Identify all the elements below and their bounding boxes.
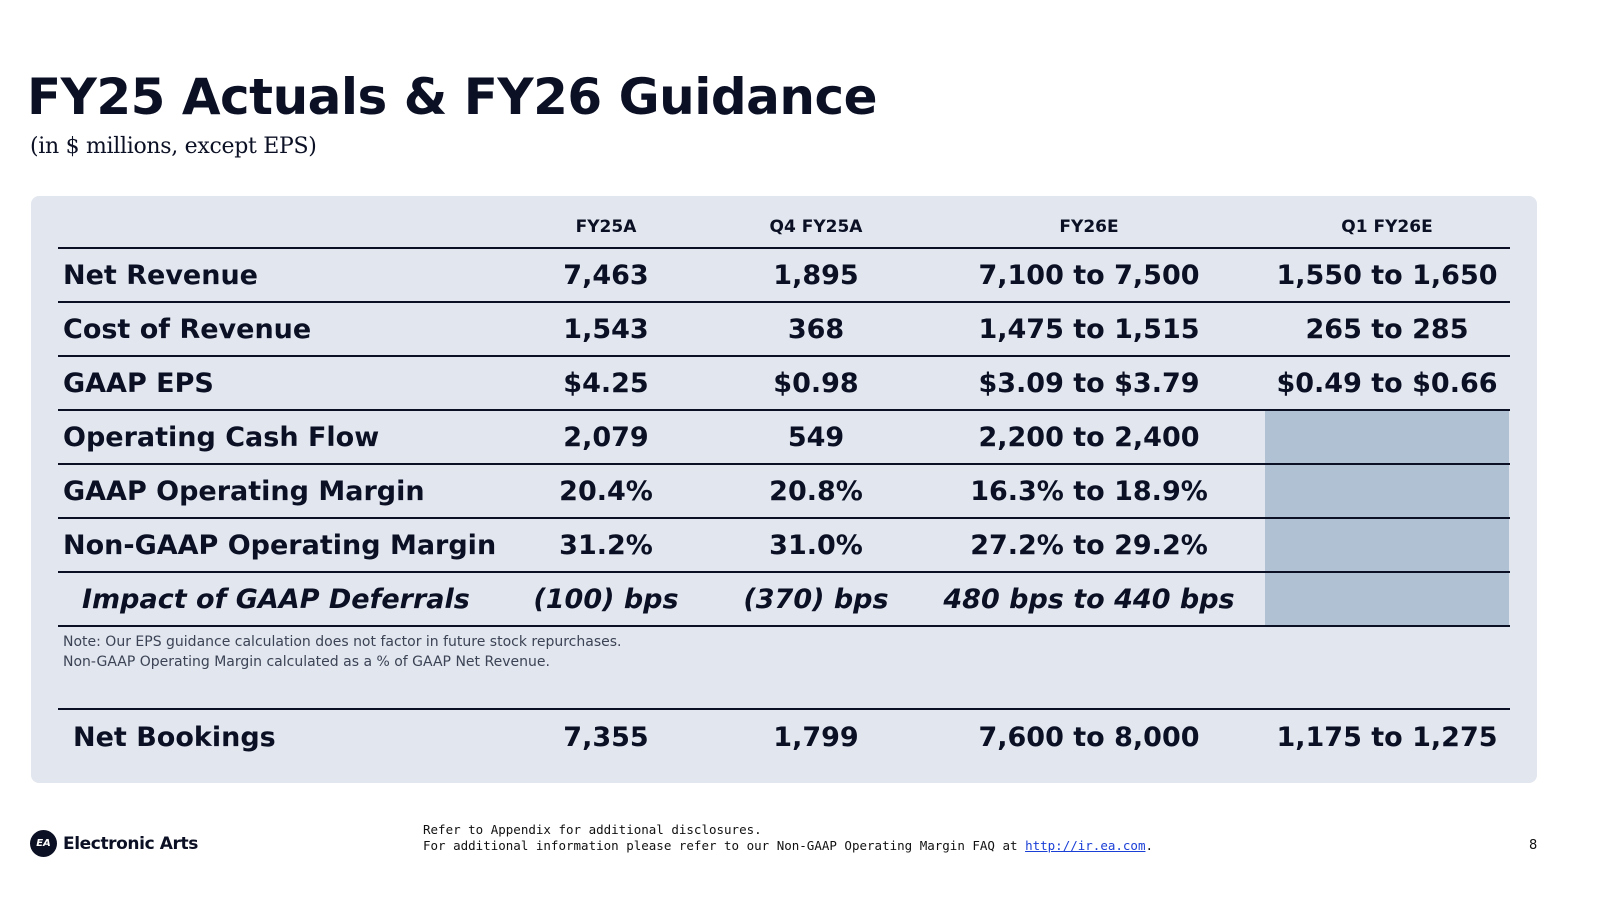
table-cell: 16.3% to 18.9% (970, 475, 1208, 507)
row-label: Net Revenue (63, 259, 258, 291)
table-row-impact-of-gaap-deferrals: Impact of GAAP Deferrals (100) bps (370)… (58, 573, 1510, 627)
column-header-fy25a: FY25A (575, 217, 637, 237)
column-header-q4-fy25a: Q4 FY25A (769, 217, 863, 237)
table-row-gaap-operating-margin: GAAP Operating Margin 20.4% 20.8% 16.3% … (58, 465, 1510, 519)
shaded-empty-cell (1265, 519, 1509, 571)
footer-text: For additional information please refer … (423, 838, 1026, 853)
table-row-non-gaap-operating-margin: Non-GAAP Operating Margin 31.2% 31.0% 27… (58, 519, 1510, 573)
table-cell: 1,550 to 1,650 (1276, 259, 1498, 291)
table-cell: 1,175 to 1,275 (1276, 721, 1498, 753)
guidance-table: FY25A Q4 FY25A FY26E Q1 FY26E Net Revenu… (58, 206, 1510, 627)
table-cell: $0.98 (773, 367, 859, 399)
row-label: GAAP EPS (63, 367, 214, 399)
net-bookings-row: Net Bookings 7,355 1,799 7,600 to 8,000 … (58, 708, 1510, 764)
row-label: Non-GAAP Operating Margin (63, 529, 497, 561)
row-label: Impact of GAAP Deferrals (82, 583, 470, 615)
table-cell: $0.49 to $0.66 (1276, 367, 1498, 399)
shaded-empty-cell (1265, 411, 1509, 463)
table-notes: Note: Our EPS guidance calculation does … (63, 632, 621, 672)
page-title: FY25 Actuals & FY26 Guidance (27, 68, 878, 126)
table-cell: 7,463 (563, 259, 649, 291)
page-subtitle: (in $ millions, except EPS) (30, 134, 317, 159)
shaded-empty-cell (1265, 573, 1509, 625)
row-label: Net Bookings (73, 721, 276, 753)
footer-text: . (1145, 838, 1154, 853)
table-cell: 20.4% (559, 475, 653, 507)
table-cell: $4.25 (563, 367, 649, 399)
table-cell: (370) bps (743, 583, 889, 615)
row-label: Operating Cash Flow (63, 421, 380, 453)
table-cell: 31.2% (559, 529, 653, 561)
investor-relations-link[interactable]: http://ir.ea.com (1025, 838, 1146, 853)
note-line: Non-GAAP Operating Margin calculated as … (63, 654, 550, 670)
table-cell: 7,600 to 8,000 (978, 721, 1200, 753)
row-label: GAAP Operating Margin (63, 475, 425, 507)
table-cell: 7,100 to 7,500 (978, 259, 1200, 291)
logo-text: Electronic Arts (63, 833, 198, 854)
table-cell: 368 (787, 313, 845, 345)
table-cell: 1,799 (773, 721, 859, 753)
electronic-arts-logo: EA Electronic Arts (30, 830, 198, 857)
row-label: Cost of Revenue (63, 313, 312, 345)
table-cell: 1,895 (773, 259, 859, 291)
note-line: Note: Our EPS guidance calculation does … (63, 634, 622, 650)
table-row-cost-of-revenue: Cost of Revenue 1,543 368 1,475 to 1,515… (58, 303, 1510, 357)
table-cell: 27.2% to 29.2% (970, 529, 1208, 561)
footer-disclosures: Refer to Appendix for additional disclos… (423, 822, 1153, 854)
table-cell: 2,079 (563, 421, 649, 453)
table-cell: (100) bps (533, 583, 679, 615)
table-row-gaap-eps: GAAP EPS $4.25 $0.98 $3.09 to $3.79 $0.4… (58, 357, 1510, 411)
table-cell: 2,200 to 2,400 (978, 421, 1200, 453)
page-number: 8 (1529, 838, 1538, 853)
footer-line: For additional information please refer … (423, 838, 1153, 854)
footer-line: Refer to Appendix for additional disclos… (423, 822, 762, 837)
table-cell: 1,475 to 1,515 (978, 313, 1200, 345)
column-header-fy26e: FY26E (1059, 217, 1119, 237)
table-cell: 7,355 (563, 721, 649, 753)
ea-logo-icon: EA (30, 830, 57, 857)
column-header-q1-fy26e: Q1 FY26E (1341, 217, 1433, 237)
table-cell: 549 (787, 421, 845, 453)
shaded-empty-cell (1265, 465, 1509, 517)
table-cell: 1,543 (563, 313, 649, 345)
table-cell: 20.8% (769, 475, 863, 507)
table-cell: 265 to 285 (1305, 313, 1469, 345)
table-cell: 31.0% (769, 529, 863, 561)
table-row-net-revenue: Net Revenue 7,463 1,895 7,100 to 7,500 1… (58, 249, 1510, 303)
table-header-row: FY25A Q4 FY25A FY26E Q1 FY26E (58, 206, 1510, 249)
table-cell: 480 bps to 440 bps (943, 583, 1235, 615)
table-cell: $3.09 to $3.79 (978, 367, 1200, 399)
table-row-operating-cash-flow: Operating Cash Flow 2,079 549 2,200 to 2… (58, 411, 1510, 465)
